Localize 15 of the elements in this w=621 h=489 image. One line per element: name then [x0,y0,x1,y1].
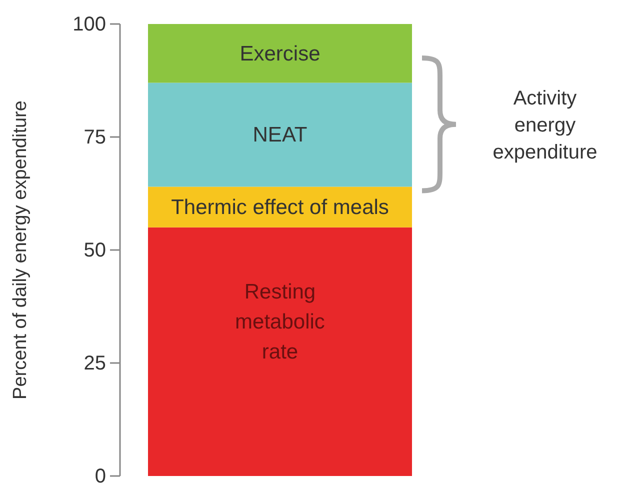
text: Activity energy expenditure [492,87,598,164]
series-label: Resting metabolic rate [235,280,325,364]
bar [148,186,412,228]
series-label: NEAT [252,124,308,147]
bar [148,82,412,187]
series-label: Exercise [240,42,320,66]
y-tick-label: 0 [94,465,106,488]
y-tick-label: 75 [84,126,106,148]
y-axis-title: Percent of daily energy expenditure [10,100,31,400]
y-tick-label: 50 [84,239,106,262]
y-tick-label: 100 [72,13,106,36]
y-tick-label: 25 [84,352,106,374]
bar [148,227,412,476]
bar [148,24,412,83]
series-label: Thermic effect of meals [171,196,389,220]
